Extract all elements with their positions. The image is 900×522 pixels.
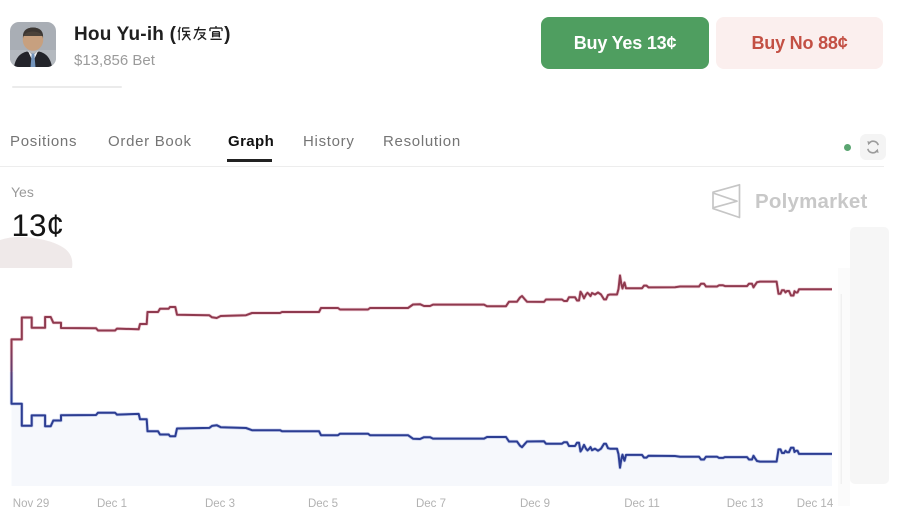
svg-text:Dec 11: Dec 11	[624, 498, 660, 510]
svg-text:Dec 9: Dec 9	[520, 498, 550, 510]
svg-text:Dec 14: Dec 14	[797, 498, 834, 510]
svg-text:Dec 7: Dec 7	[416, 498, 446, 510]
svg-text:Dec 3: Dec 3	[205, 498, 235, 510]
svg-text:Dec 13: Dec 13	[727, 498, 763, 510]
svg-text:Dec 1: Dec 1	[97, 498, 127, 510]
svg-text:Nov 29: Nov 29	[13, 498, 49, 510]
svg-text:Dec 5: Dec 5	[308, 498, 338, 510]
